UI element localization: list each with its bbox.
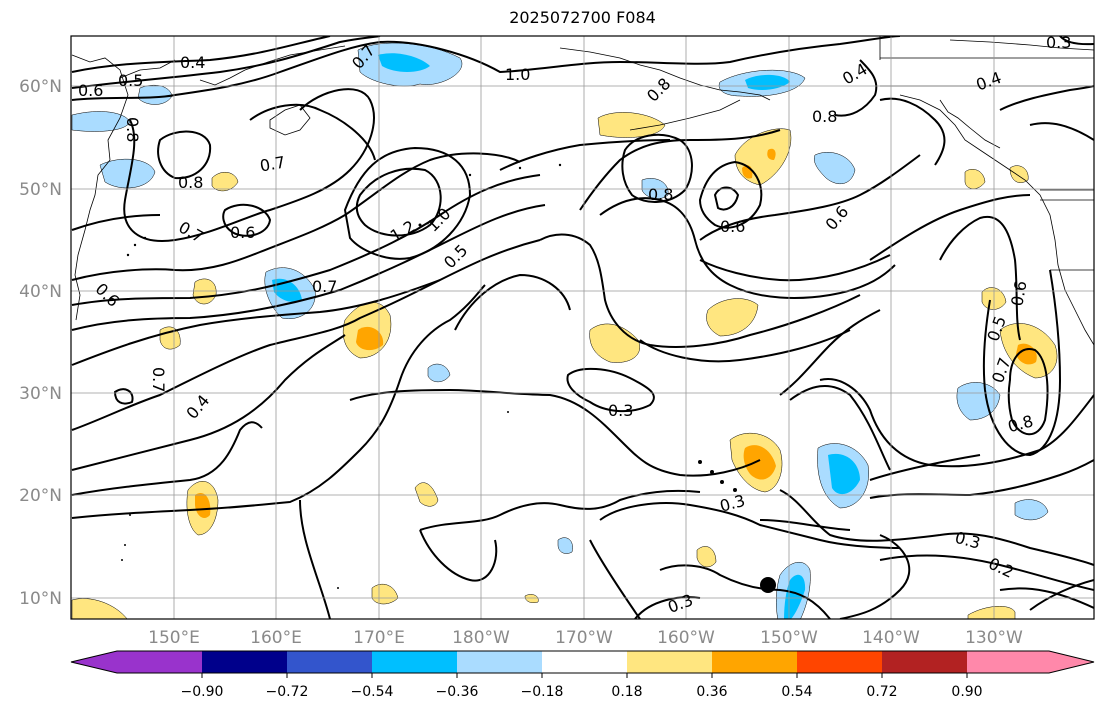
svg-text:0.7: 0.7: [149, 367, 168, 392]
svg-text:0.6: 0.6: [720, 217, 745, 236]
colorbar-segment: [117, 651, 202, 673]
gridlines: [71, 36, 1094, 619]
svg-text:0.4: 0.4: [180, 53, 205, 72]
islands: [121, 163, 737, 589]
lat-label: 40°N: [19, 282, 62, 302]
svg-text:0.7: 0.7: [258, 152, 286, 175]
lon-label: 160°E: [250, 628, 302, 648]
svg-text:0.8: 0.8: [123, 117, 142, 142]
svg-text:0.6: 0.6: [230, 223, 255, 242]
svg-text:0.5: 0.5: [118, 71, 143, 90]
longitude-labels: 150°E 160°E 170°E 180°W 170°W 160°W 150°…: [148, 628, 1023, 648]
colorbar-tick-label: 0.54: [781, 684, 812, 700]
lat-label: 30°N: [19, 384, 62, 404]
lat-label: 50°N: [19, 180, 62, 200]
svg-text:0.8: 0.8: [648, 185, 673, 204]
lat-label: 20°N: [19, 486, 62, 506]
colorbar-tick-label: 0.36: [696, 684, 727, 700]
lon-label: 130°W: [965, 628, 1023, 648]
colorbar-tick-label: −0.90: [181, 684, 224, 700]
contour-lines: [71, 36, 1094, 619]
lon-label: 150°E: [148, 628, 200, 648]
lon-label: 170°E: [353, 628, 405, 648]
colorbar-segment: [287, 651, 372, 673]
colorbar-extend-min: [71, 651, 117, 673]
colorbar-extend-max: [1049, 651, 1094, 673]
colorbar-segment: [202, 651, 287, 673]
svg-text:0.3: 0.3: [1046, 33, 1071, 52]
map-background: [71, 36, 1094, 619]
svg-text:0.7: 0.7: [312, 277, 337, 296]
lon-label: 150°W: [760, 628, 818, 648]
svg-text:0.6: 0.6: [78, 81, 103, 100]
colorbar-tick-label: −0.72: [266, 684, 309, 700]
colorbar-segment: [882, 651, 967, 673]
colorbar-segment: [797, 651, 882, 673]
colorbar-segment: [372, 651, 457, 673]
lon-label: 140°W: [862, 628, 920, 648]
anomaly-fills: [71, 42, 1058, 619]
lon-label: 160°W: [657, 628, 715, 648]
colorbar: [70, 650, 1095, 678]
location-marker: [760, 577, 776, 593]
colorbar-segment: [967, 651, 1049, 673]
colorbar-tick-label: −0.36: [436, 684, 479, 700]
colorbar-tick-label: 0.72: [866, 684, 897, 700]
colorbar-tick-labels: −0.90 −0.72 −0.54 −0.36 −0.18 0.18 0.36 …: [181, 684, 983, 700]
map-frame: [70, 35, 1095, 620]
lon-label: 170°W: [555, 628, 613, 648]
svg-text:0.8: 0.8: [178, 173, 203, 192]
colorbar-segment: [457, 651, 542, 673]
colorbar-outline: [70, 650, 1095, 674]
latitude-labels: 60°N 50°N 40°N 30°N 20°N 10°N: [19, 77, 62, 609]
colorbar-tick-label: −0.18: [521, 684, 564, 700]
colorbar-segment: [627, 651, 712, 673]
lon-label: 180°W: [452, 628, 510, 648]
svg-text:0.6: 0.6: [1007, 279, 1030, 307]
map-title: 2025072700 F084: [509, 8, 656, 27]
colorbar-tick-label: −0.54: [351, 684, 394, 700]
colorbar-segment: [712, 651, 797, 673]
svg-text:1.0: 1.0: [505, 65, 530, 84]
svg-text:0.3: 0.3: [608, 401, 633, 420]
colorbar-segment: [542, 651, 627, 673]
lat-label: 10°N: [19, 589, 62, 609]
lat-label: 60°N: [19, 77, 62, 97]
svg-text:0.8: 0.8: [812, 107, 837, 126]
colorbar-tick-label: 0.90: [951, 684, 982, 700]
colorbar-tick-label: 0.18: [611, 684, 642, 700]
